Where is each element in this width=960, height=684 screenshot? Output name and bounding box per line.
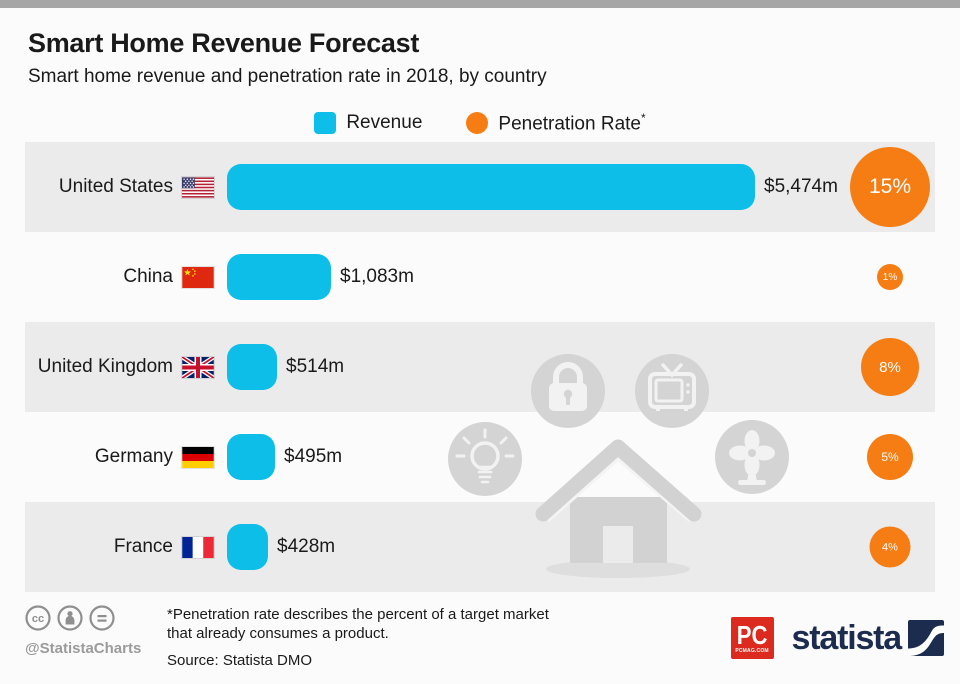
legend-penetration-label: Penetration Rate*: [498, 110, 646, 135]
attribution-person-icon: [57, 605, 83, 631]
revenue-value: $428m: [277, 536, 336, 557]
license-block: cc @StatistaCharts: [25, 605, 145, 657]
country-label: China: [123, 266, 173, 287]
revenue-value: $514m: [286, 356, 345, 377]
revenue-value: $1,083m: [340, 266, 414, 287]
bar-zone: $495m: [227, 434, 935, 480]
notes-block: *Penetration rate describes the percent …: [167, 605, 549, 670]
statista-logo-text: statista: [791, 619, 903, 657]
revenue-swatch: [314, 112, 337, 134]
revenue-bar: [227, 434, 275, 480]
page-subtitle: Smart home revenue and penetration rate …: [28, 66, 547, 87]
cc-icon: [25, 605, 51, 631]
revenue-bar: [227, 524, 268, 570]
pcmag-logo: PC PCMAG.COM: [730, 617, 774, 659]
logos: PC PCMAG.COM statista: [730, 605, 944, 659]
footnote: *Penetration rate describes the percent …: [167, 606, 549, 642]
flag-united-states-icon: [182, 176, 214, 198]
chart-row-china: China $1,083m 1%: [25, 232, 935, 322]
country-label: Germany: [94, 446, 173, 467]
page-title: Smart Home Revenue Forecast: [28, 28, 420, 58]
no-derivatives-equals-icon: [89, 605, 115, 631]
chart-row-united-kingdom: United Kingdom $514m 8%: [25, 322, 935, 412]
penetration-circle: 8%: [861, 338, 919, 396]
chart-row-france: France $428m 4%: [25, 502, 935, 592]
country-label: France: [113, 536, 173, 557]
revenue-bar: [227, 254, 331, 300]
penetration-circle: 4%: [869, 526, 911, 568]
flag-china-icon: [182, 266, 214, 288]
footnote-asterisk: *: [640, 110, 646, 125]
penetration-circle: 5%: [867, 434, 913, 480]
bar-zone: $5,474m: [227, 164, 935, 210]
revenue-value: $5,474m: [764, 176, 838, 197]
penetration-circle: 15%: [850, 147, 930, 227]
source-line: Source: Statista DMO: [167, 652, 313, 669]
top-bar: [0, 0, 960, 8]
svg-text:cc: cc: [32, 613, 44, 625]
chart-row-united-states: United States $5,474m 15%: [25, 142, 935, 232]
statista-logo-icon: [908, 620, 944, 656]
legend-revenue-label: Revenue: [346, 112, 423, 133]
bar-zone: $514m: [227, 344, 935, 390]
penetration-swatch: [466, 112, 489, 134]
flag-germany-icon: [182, 446, 214, 468]
pcmag-logo-subtext: PCMAG.COM: [735, 647, 769, 654]
bar-zone: $1,083m: [227, 254, 935, 300]
flag-france-icon: [182, 536, 214, 558]
statista-handle: @StatistaCharts: [25, 640, 142, 657]
bar-chart: United States $5,474m 15% China $1,083m 1% Uni…: [0, 142, 960, 592]
footer: cc @StatistaCharts *Penetration rate des…: [0, 592, 960, 670]
legend: Revenue Penetration Rate*: [0, 111, 960, 135]
cc-license-icons: cc: [25, 605, 115, 631]
revenue-bar: [227, 344, 277, 390]
revenue-bar: [227, 164, 755, 210]
penetration-circle: 1%: [877, 264, 903, 290]
country-label: United States: [58, 176, 173, 197]
revenue-value: $495m: [284, 446, 343, 467]
country-label: United Kingdom: [37, 356, 173, 377]
pcmag-logo-text: PC: [736, 619, 768, 650]
chart-row-germany: Germany $495m 5%: [25, 412, 935, 502]
bar-zone: $428m: [227, 524, 935, 570]
statista-logo: statista: [792, 620, 944, 656]
flag-united-kingdom-icon: [182, 356, 214, 378]
